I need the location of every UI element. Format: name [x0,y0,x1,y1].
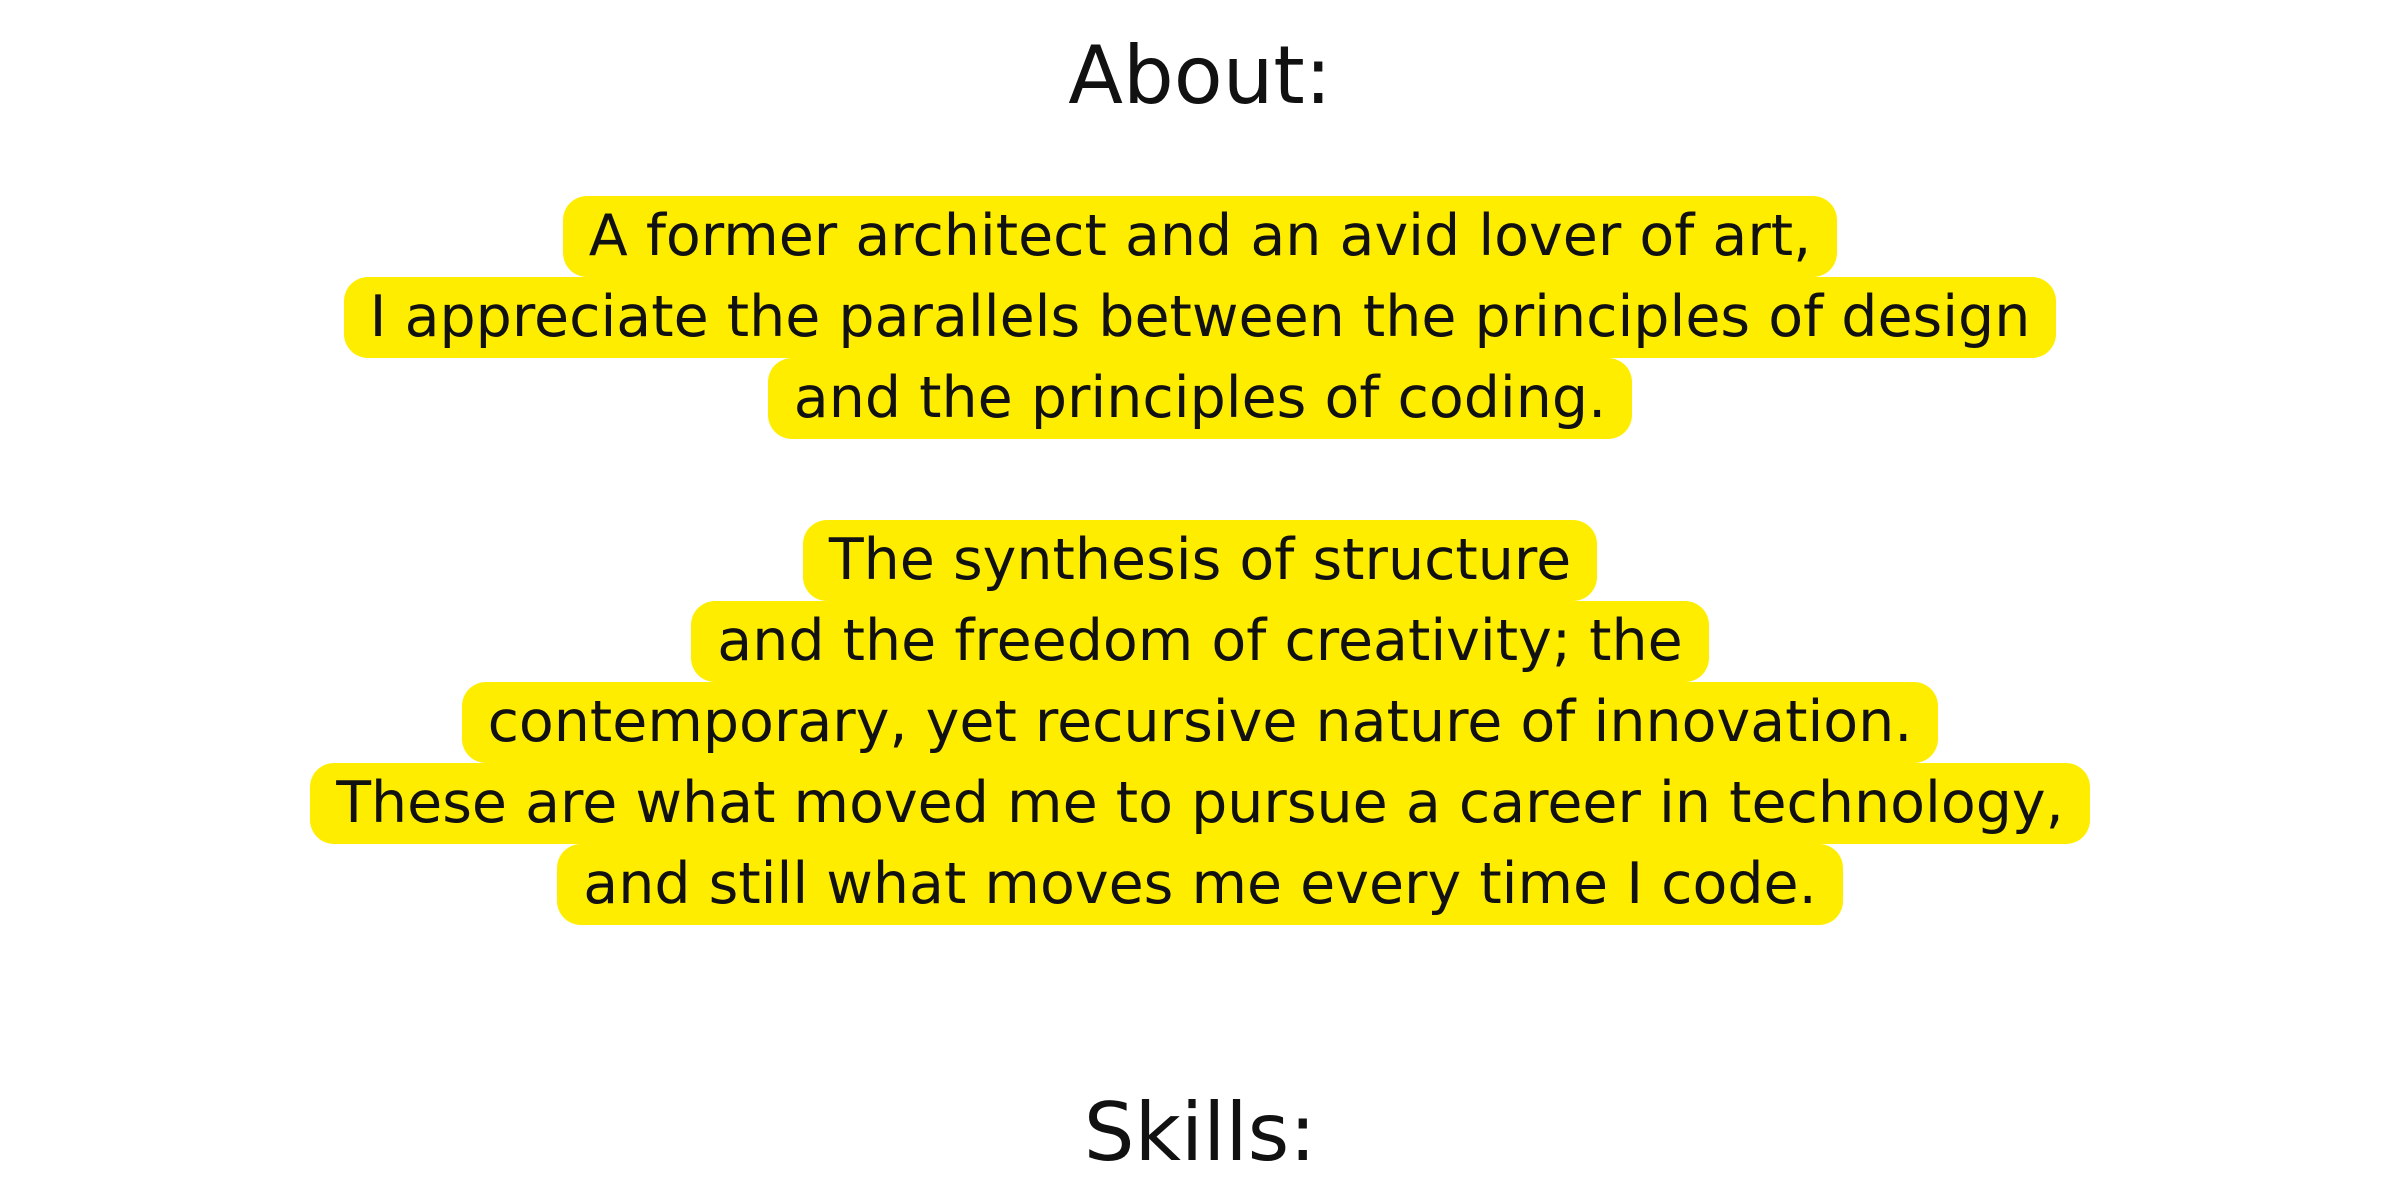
line-text: and still what moves me every time I cod… [557,844,1843,925]
about-paragraph-1: A former architect and an avid lover of … [0,196,2400,439]
skills-heading: Skills: [1083,1086,1317,1179]
highlighted-line: The synthesis of structure [0,520,2400,601]
highlighted-line: and still what moves me every time I cod… [0,844,2400,925]
line-text: A former architect and an avid lover of … [562,196,1838,277]
line-text: and the freedom of creativity; the [691,601,1709,682]
highlighted-line: A former architect and an avid lover of … [0,196,2400,277]
highlighted-line: and the principles of coding. [0,358,2400,439]
highlighted-line: I appreciate the parallels between the p… [0,277,2400,358]
about-heading: About: [1068,29,1332,122]
highlighted-line: These are what moved me to pursue a care… [0,763,2400,844]
line-text: I appreciate the parallels between the p… [343,277,2057,358]
line-text: The synthesis of structure [802,520,1598,601]
line-text: These are what moved me to pursue a care… [310,763,2090,844]
highlighted-line: contemporary, yet recursive nature of in… [0,682,2400,763]
about-paragraph-2: The synthesis of structure and the freed… [0,520,2400,925]
line-text: and the principles of coding. [767,358,1633,439]
highlighted-line: and the freedom of creativity; the [0,601,2400,682]
line-text: contemporary, yet recursive nature of in… [461,682,1939,763]
